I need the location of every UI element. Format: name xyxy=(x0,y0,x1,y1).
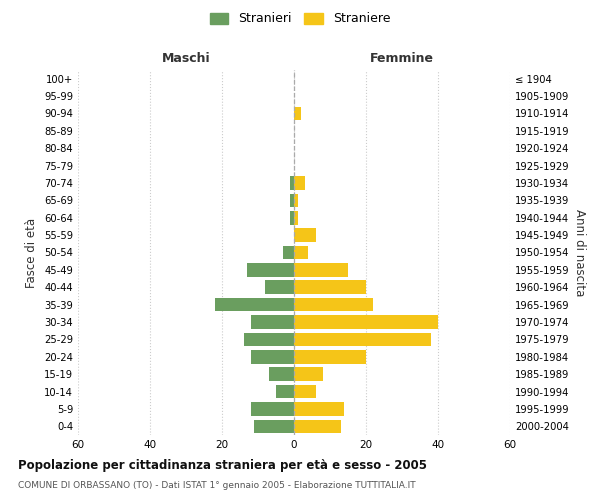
Bar xyxy=(290,194,294,207)
Bar xyxy=(251,315,294,329)
Text: Popolazione per cittadinanza straniera per età e sesso - 2005: Popolazione per cittadinanza straniera p… xyxy=(18,458,427,471)
Bar xyxy=(294,228,316,242)
Bar xyxy=(294,280,366,294)
Bar xyxy=(294,211,298,224)
Legend: Stranieri, Straniere: Stranieri, Straniere xyxy=(206,8,394,29)
Bar xyxy=(290,176,294,190)
Y-axis label: Fasce di età: Fasce di età xyxy=(25,218,38,288)
Bar xyxy=(290,211,294,224)
Bar xyxy=(265,280,294,294)
Bar xyxy=(247,263,294,276)
Text: COMUNE DI ORBASSANO (TO) - Dati ISTAT 1° gennaio 2005 - Elaborazione TUTTITALIA.: COMUNE DI ORBASSANO (TO) - Dati ISTAT 1°… xyxy=(18,480,416,490)
Bar xyxy=(251,402,294,415)
Bar xyxy=(294,106,301,120)
Bar xyxy=(294,263,348,276)
Text: Femmine: Femmine xyxy=(370,52,434,65)
Bar xyxy=(269,368,294,381)
Bar xyxy=(244,332,294,346)
Bar xyxy=(294,420,341,433)
Bar xyxy=(294,176,305,190)
Text: Maschi: Maschi xyxy=(161,52,211,65)
Bar xyxy=(294,402,344,415)
Bar xyxy=(254,420,294,433)
Bar xyxy=(283,246,294,260)
Bar xyxy=(294,385,316,398)
Bar xyxy=(294,315,438,329)
Bar xyxy=(294,194,298,207)
Bar xyxy=(294,246,308,260)
Bar xyxy=(251,350,294,364)
Bar xyxy=(215,298,294,312)
Bar xyxy=(294,350,366,364)
Bar xyxy=(294,368,323,381)
Bar xyxy=(294,332,431,346)
Bar xyxy=(294,298,373,312)
Bar xyxy=(276,385,294,398)
Y-axis label: Anni di nascita: Anni di nascita xyxy=(573,209,586,296)
